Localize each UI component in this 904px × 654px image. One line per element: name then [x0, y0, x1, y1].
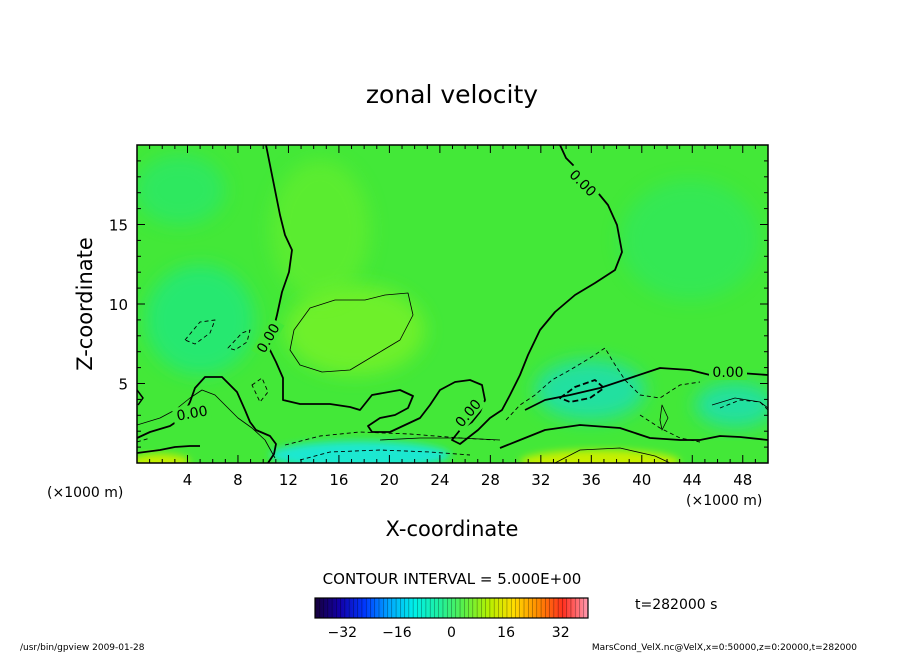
- patch-light-center: [285, 285, 425, 375]
- time-label: t=282000 s: [635, 597, 717, 613]
- x-unit-label-right: (×1000 m): [686, 493, 762, 509]
- patch-blue-topleft: [135, 155, 225, 225]
- colorbar-tick-label: 32: [552, 625, 570, 641]
- chart-title: zonal velocity: [366, 80, 538, 109]
- x-tick-label: 12: [279, 471, 298, 489]
- z-tick-label: 10: [109, 296, 128, 314]
- x-tick-label: 8: [233, 471, 243, 489]
- contour-label-right: 0.00: [712, 365, 743, 381]
- contour-interval-text: CONTOUR INTERVAL = 5.000E+00: [323, 570, 582, 588]
- x-axis-label: X-coordinate: [386, 517, 519, 541]
- z-tick-label: 5: [118, 376, 128, 394]
- x-tick-label: 4: [183, 471, 193, 489]
- x-tick-label: 44: [683, 471, 702, 489]
- x-unit-label-left: (×1000 m): [47, 485, 123, 501]
- x-tick-label: 16: [329, 471, 348, 489]
- patch-blue-left: [145, 265, 255, 375]
- colorbar-tick-label: 0: [447, 625, 456, 641]
- z-tick-label: 15: [109, 217, 128, 235]
- colorbar-tick-label: −32: [328, 625, 358, 641]
- x-tick-label: 20: [380, 471, 399, 489]
- x-tick-label: 40: [632, 471, 651, 489]
- x-tick-label: 28: [481, 471, 500, 489]
- footer-left: /usr/bin/gpview 2009-01-28: [20, 643, 145, 653]
- z-axis-label: Z-coordinate: [73, 237, 97, 371]
- patch-yellow-left: [130, 454, 190, 470]
- patch-light-upper: [270, 160, 370, 300]
- colorbar-tick-label: 16: [497, 625, 515, 641]
- footer-right: MarsCond_VelX.nc@VelX,x=0:50000,z=0:2000…: [592, 643, 857, 653]
- colorbar: [315, 598, 588, 618]
- patch-cyan-strip: [270, 441, 450, 469]
- colorbar-tick-label: −16: [382, 625, 412, 641]
- x-tick-label: 36: [582, 471, 601, 489]
- x-tick-label: 32: [531, 471, 550, 489]
- x-tick-label: 48: [733, 471, 752, 489]
- colorbar-ticks: −32 −16 0 16 32: [328, 625, 570, 641]
- x-tick-label: 24: [430, 471, 449, 489]
- patch-blue-topright: [620, 180, 760, 300]
